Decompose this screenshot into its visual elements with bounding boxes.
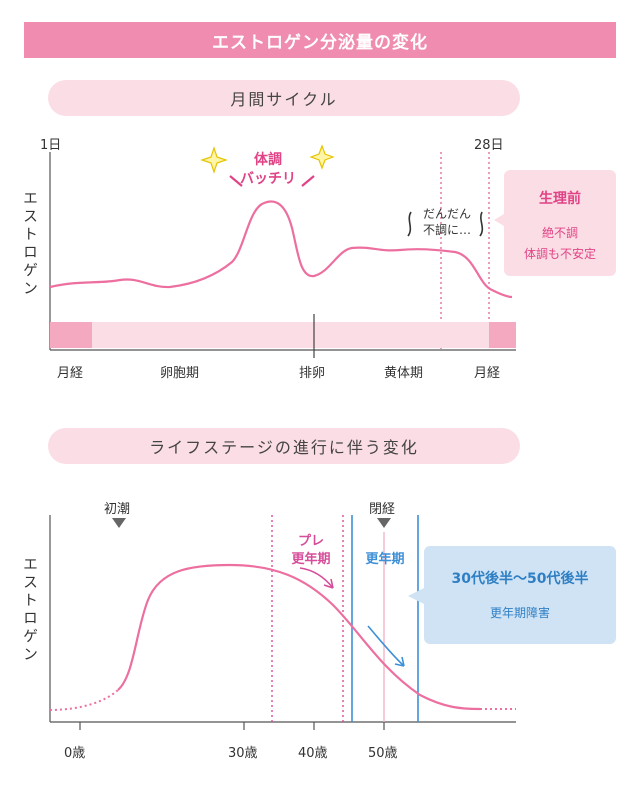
menarche-marker-icon: [112, 518, 126, 528]
menopause-label: 閉経: [369, 502, 396, 517]
emphasis-line-left: [229, 175, 243, 187]
life-curve: [117, 563, 481, 711]
meno-arrowhead: [394, 656, 405, 667]
menopause-box-subtitle: 更年期障害: [489, 606, 550, 620]
premenstrual-box: 生理前 絶不調 体調も不安定: [504, 170, 616, 276]
page-title: エストロゲン分泌量の変化: [24, 22, 616, 58]
premenstrual-box-line2: 体調も不安定: [523, 247, 596, 261]
cycle-curve: [49, 200, 513, 299]
pre-meno-label-1: プレ: [297, 534, 324, 549]
sparkle-right-icon: [309, 144, 335, 170]
phase-luteal: 黄体期: [384, 366, 424, 381]
dip-bracket-left: [407, 211, 412, 237]
pre-meno-label-2: 更年期: [291, 552, 331, 567]
age-50: 50歳: [368, 746, 398, 761]
phase-ovulation: 排卵: [299, 366, 326, 381]
life-y-label: エストロゲン: [21, 556, 39, 664]
cycle-heading: 月間サイクル: [48, 80, 520, 116]
dip-label-1: だんだん: [422, 207, 471, 221]
meno-arrow: [367, 625, 405, 667]
age-30: 30歳: [228, 746, 258, 761]
menarche-label: 初潮: [104, 502, 131, 517]
sparkle-left-icon: [200, 146, 228, 174]
menopause-box-title: 30代後半〜50代後半: [451, 571, 589, 587]
age-40: 40歳: [298, 746, 328, 761]
day-end-label: 28日: [474, 138, 504, 153]
day-start-label: 1日: [40, 138, 62, 153]
peak-label-2: バッチリ: [240, 171, 296, 187]
peak-label-1: 体調: [254, 152, 282, 168]
menstruation-band-start: [50, 322, 92, 348]
pre-meno-arrowhead: [323, 578, 334, 589]
menstruation-band-end: [489, 322, 516, 348]
life-curve-early: [49, 689, 119, 711]
emphasis-line-right: [301, 175, 315, 187]
phase-band: [50, 322, 516, 348]
premenstrual-box-line1: 絶不調: [541, 226, 578, 240]
dip-bracket-right: [479, 211, 484, 237]
life-heading: ライフステージの進行に伴う変化: [48, 428, 520, 464]
dip-label-2: 不調に…: [422, 223, 471, 237]
premenstrual-box-title: 生理前: [539, 191, 581, 207]
phase-menstruation-2: 月経: [474, 366, 501, 381]
menopause-disorder-box: 30代後半〜50代後半 更年期障害: [424, 546, 616, 644]
life-box-pointer: [408, 588, 424, 604]
menopause-marker-icon: [377, 518, 391, 528]
phase-menstruation-1: 月経: [57, 366, 84, 381]
cycle-box-pointer: [494, 214, 504, 226]
pre-meno-arrow: [299, 567, 334, 589]
phase-follicular: 卵胞期: [160, 366, 200, 381]
cycle-y-label: エストロゲン: [21, 190, 39, 298]
age-0: 0歳: [64, 746, 86, 761]
meno-label: 更年期: [365, 552, 405, 567]
